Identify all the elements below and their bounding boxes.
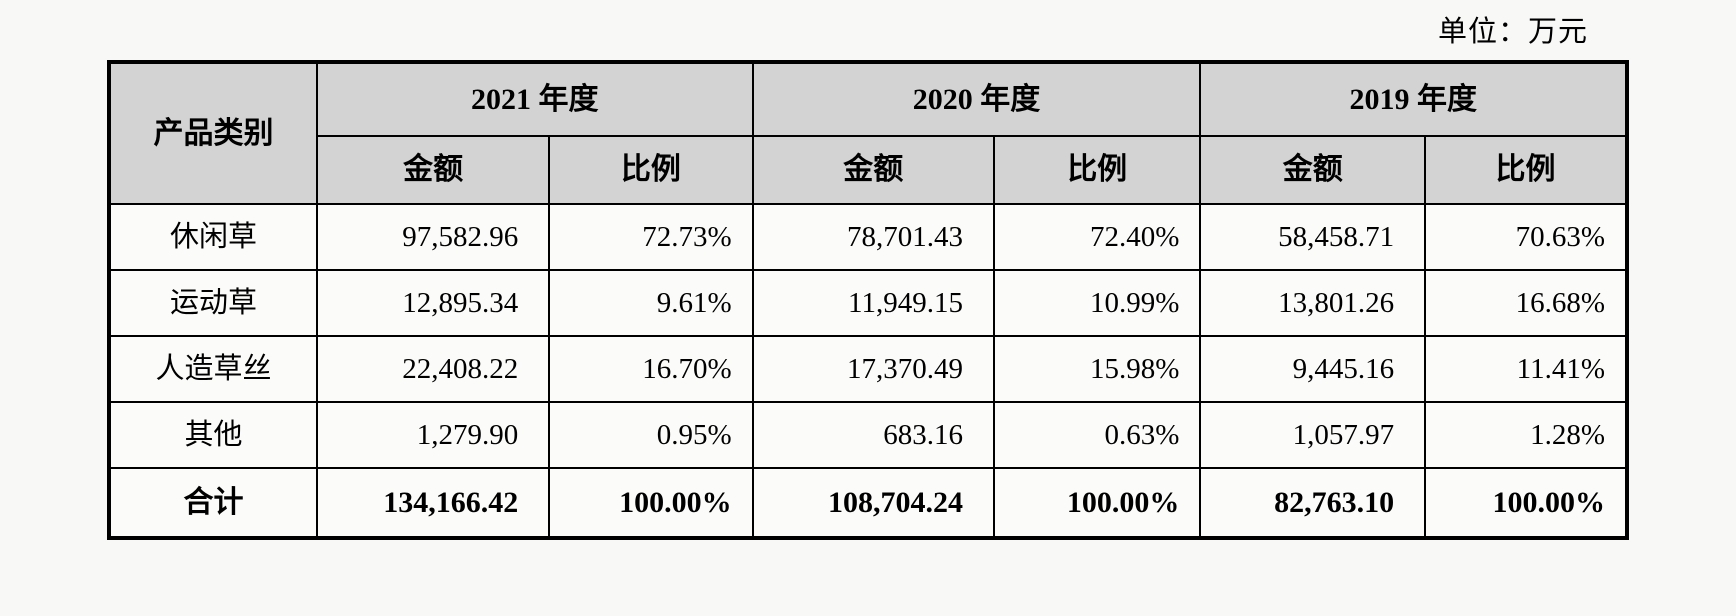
ratio-2021-cell: 72.73% — [548, 203, 754, 271]
ratio-2021-cell: 9.61% — [548, 269, 754, 337]
ratio-2019-cell: 11.41% — [1424, 335, 1628, 403]
total-amount-2019-cell: 82,763.10 — [1199, 467, 1427, 539]
header-ratio-2020: 比例 — [992, 135, 1202, 205]
amount-2020-cell: 11,949.15 — [751, 269, 995, 337]
ratio-2020-cell: 0.63% — [992, 401, 1202, 469]
category-cell: 运动草 — [108, 269, 318, 337]
table-row-leisure-grass: 休闲草 97,582.96 72.73% 78,701.43 72.40% 58… — [108, 203, 1628, 271]
ratio-2020-cell: 72.40% — [992, 203, 1202, 271]
header-ratio-2021: 比例 — [548, 135, 754, 205]
header-ratio-2019: 比例 — [1424, 135, 1628, 205]
amount-2019-cell: 1,057.97 — [1199, 401, 1427, 469]
product-revenue-table: 产品类别 2021 年度 2020 年度 2019 年度 金额 比例 金额 比例… — [107, 60, 1629, 540]
ratio-2021-cell: 0.95% — [548, 401, 754, 469]
ratio-2019-cell: 16.68% — [1424, 269, 1628, 337]
header-row-sublabels: 金额 比例 金额 比例 金额 比例 — [109, 135, 1628, 205]
total-amount-2021-cell: 134,166.42 — [315, 467, 551, 539]
category-cell: 人造草丝 — [108, 335, 318, 403]
category-cell: 休闲草 — [108, 203, 318, 271]
amount-2020-cell: 683.16 — [751, 401, 995, 469]
total-amount-2020-cell: 108,704.24 — [751, 467, 995, 539]
amount-2021-cell: 12,895.34 — [315, 269, 551, 337]
header-amount-2020: 金额 — [751, 135, 995, 205]
unit-label: 单位：万元 — [1437, 16, 1588, 48]
amount-2019-cell: 13,801.26 — [1199, 269, 1427, 337]
amount-2019-cell: 58,458.71 — [1199, 203, 1427, 271]
amount-2020-cell: 17,370.49 — [751, 335, 995, 403]
table-row-total: 合计 134,166.42 100.00% 108,704.24 100.00%… — [108, 467, 1628, 539]
ratio-2019-cell: 70.63% — [1424, 203, 1628, 271]
header-row-years: 产品类别 2021 年度 2020 年度 2019 年度 — [108, 61, 1628, 205]
header-year-2021: 2021 年度 — [315, 61, 754, 137]
header-amount-2021: 金额 — [315, 135, 551, 205]
total-label-cell: 合计 — [108, 467, 318, 539]
amount-2020-cell: 78,701.43 — [751, 203, 995, 271]
total-ratio-2020-cell: 100.00% — [992, 467, 1202, 539]
ratio-2020-cell: 15.98% — [992, 335, 1202, 403]
header-year-2020: 2020 年度 — [751, 61, 1202, 137]
table-row-artificial-grass-yarn: 人造草丝 22,408.22 16.70% 17,370.49 15.98% 9… — [108, 335, 1628, 403]
ratio-2020-cell: 10.99% — [992, 269, 1202, 337]
total-ratio-2019-cell: 100.00% — [1424, 467, 1628, 539]
ratio-2019-cell: 1.28% — [1424, 401, 1628, 469]
amount-2019-cell: 9,445.16 — [1199, 335, 1427, 403]
amount-2021-cell: 1,279.90 — [315, 401, 551, 469]
table-row-other: 其他 1,279.90 0.95% 683.16 0.63% 1,057.97 … — [108, 401, 1628, 469]
table-row-sports-grass: 运动草 12,895.34 9.61% 11,949.15 10.99% 13,… — [108, 269, 1628, 337]
header-product-category: 产品类别 — [108, 61, 318, 205]
header-amount-2019: 金额 — [1199, 135, 1427, 205]
amount-2021-cell: 22,408.22 — [315, 335, 551, 403]
amount-2021-cell: 97,582.96 — [315, 203, 551, 271]
header-year-2019: 2019 年度 — [1199, 61, 1628, 137]
category-cell: 其他 — [108, 401, 318, 469]
ratio-2021-cell: 16.70% — [548, 335, 754, 403]
total-ratio-2021-cell: 100.00% — [548, 467, 754, 539]
